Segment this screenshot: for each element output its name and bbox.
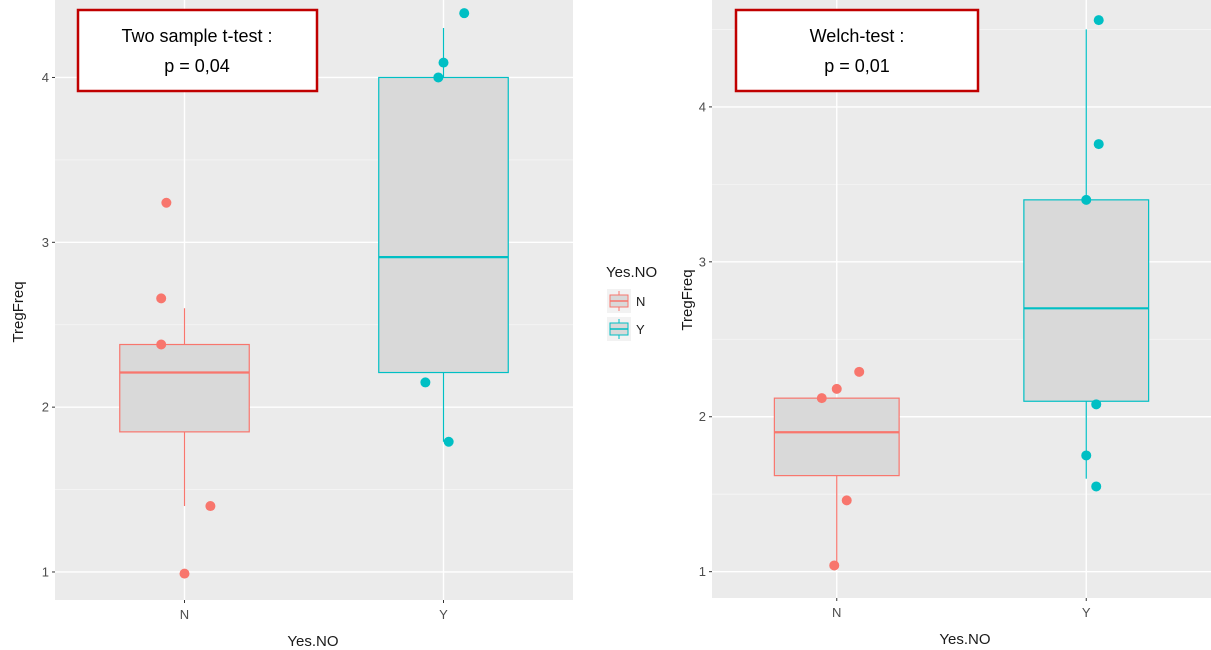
left-y-tick-label: 2 <box>42 400 49 415</box>
left-y-tick-label: 3 <box>42 235 49 250</box>
right-plot-area <box>712 0 1211 598</box>
left-y-tick-label: 1 <box>42 564 49 579</box>
legend-title: Yes.NO <box>606 264 657 281</box>
right-y-tick-label: 2 <box>699 409 706 424</box>
box-iqr <box>773 397 900 477</box>
left-box-y <box>378 28 509 442</box>
left-annotation-line1: Two sample t-test : <box>121 26 272 46</box>
right-x-tick-label-y: Y <box>1082 605 1091 620</box>
right-point-n <box>831 383 842 394</box>
right-point-y <box>1093 15 1104 26</box>
left-point-y <box>420 377 431 388</box>
left-x-axis-title: Yes.NO <box>287 633 338 650</box>
right-y-tick-label: 1 <box>699 564 706 579</box>
left-box-n <box>119 308 250 507</box>
right-x-axis-title: Yes.NO <box>939 631 990 648</box>
left-annotation-box <box>76 8 319 93</box>
right-point-y <box>1091 481 1102 492</box>
right-annotation: Welch-test : p = 0,01 <box>734 8 980 93</box>
box-iqr <box>378 76 509 374</box>
right-point-y <box>1091 399 1102 410</box>
left-point-n <box>205 501 216 512</box>
right-point-n <box>841 495 852 506</box>
left-point-n <box>156 339 167 350</box>
left-plot-area <box>55 0 573 600</box>
left-panel: TregFreq Yes.NO 1 2 3 4 N Y Two sample t-test… <box>10 0 573 650</box>
left-y-axis-title: TregFreq <box>10 281 27 342</box>
left-annotation: Two sample t-test : p = 0,04 <box>76 8 319 93</box>
left-point-y <box>443 436 454 447</box>
left-annotation-line2: p = 0,04 <box>164 56 230 76</box>
left-point-y <box>433 72 444 83</box>
left-x-tick-label-n: N <box>180 607 189 622</box>
legend: Yes.NO N Y <box>606 264 657 341</box>
right-panel: TregFreq Yes.NO 1 2 3 4 N Y Welch-test : p = … <box>679 0 1211 648</box>
right-point-n <box>854 366 865 377</box>
right-y-tick-label: 3 <box>699 254 706 269</box>
legend-item-n: N <box>607 289 645 313</box>
legend-item-y: Y <box>607 317 645 341</box>
right-point-y <box>1093 139 1104 150</box>
right-point-y <box>1081 194 1092 205</box>
right-box-y <box>1023 29 1150 479</box>
legend-label-y: Y <box>636 322 645 337</box>
left-point-y <box>438 57 449 68</box>
right-point-n <box>816 393 827 404</box>
right-box-n <box>773 397 900 566</box>
left-point-n <box>161 197 172 208</box>
left-point-n <box>156 293 167 304</box>
left-point-n <box>179 568 190 579</box>
left-x-tick-label-y: Y <box>439 607 448 622</box>
right-point-n <box>829 560 840 571</box>
right-y-axis-title: TregFreq <box>679 269 696 330</box>
box-iqr <box>119 343 250 433</box>
right-x-tick-label-n: N <box>832 605 841 620</box>
left-y-tick-label: 4 <box>42 70 49 85</box>
box-iqr <box>1023 199 1150 402</box>
right-y-tick-label: 4 <box>699 99 706 114</box>
left-point-y <box>459 8 470 19</box>
right-point-y <box>1081 450 1092 461</box>
right-annotation-line2: p = 0,01 <box>824 56 890 76</box>
right-annotation-box <box>734 8 980 93</box>
legend-label-n: N <box>636 294 645 309</box>
right-annotation-line1: Welch-test : <box>810 26 905 46</box>
